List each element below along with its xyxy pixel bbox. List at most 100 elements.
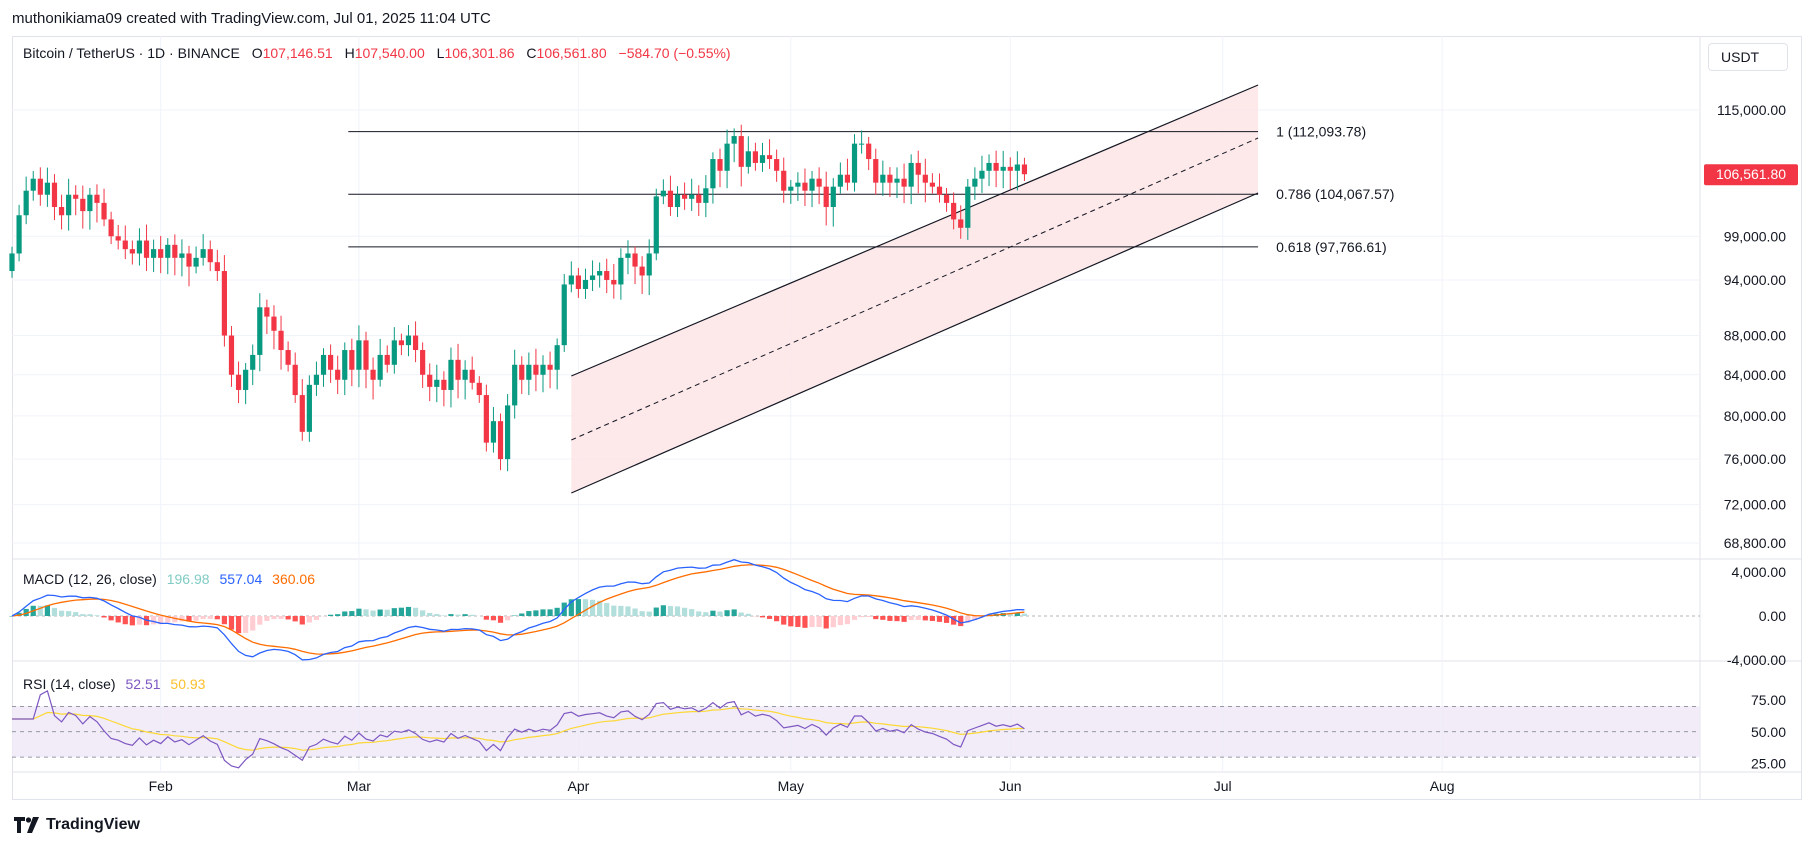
macd-histogram-bar bbox=[1014, 612, 1020, 616]
macd-histogram-bar bbox=[774, 616, 780, 622]
candle-body bbox=[526, 364, 532, 380]
candle-body bbox=[1000, 166, 1006, 171]
macd-histogram-bar bbox=[292, 616, 298, 622]
macd-histogram-bar bbox=[951, 616, 957, 625]
macd-line-value: 557.04 bbox=[219, 571, 263, 587]
price-axis-label: 88,000.00 bbox=[1724, 328, 1786, 344]
low-value: 106,301.86 bbox=[444, 45, 515, 61]
footer-brand[interactable]: TradingView bbox=[46, 816, 140, 833]
macd-histogram-bar bbox=[455, 614, 461, 616]
candle-body bbox=[1021, 164, 1028, 175]
macd-histogram-bar bbox=[441, 615, 447, 616]
candle-body bbox=[441, 379, 447, 390]
candle-body bbox=[993, 162, 999, 171]
macd-histogram-bar bbox=[866, 616, 872, 617]
macd-histogram-bar bbox=[434, 614, 440, 616]
macd-histogram-bar bbox=[943, 616, 950, 623]
candle-body bbox=[214, 262, 220, 272]
candle-body bbox=[349, 350, 355, 370]
macd-histogram-bar bbox=[87, 614, 93, 616]
price-axis-label: 99,000.00 bbox=[1724, 228, 1786, 244]
macd-histogram-bar bbox=[299, 616, 305, 625]
chart-frame bbox=[12, 36, 1802, 800]
macd-histogram-bar bbox=[490, 616, 497, 621]
rsi-axis-label: 50.00 bbox=[1751, 724, 1786, 740]
candle-body bbox=[816, 178, 822, 187]
rsi-label[interactable]: RSI (14, close) bbox=[23, 676, 116, 692]
macd-label[interactable]: MACD (12, 26, close) bbox=[23, 571, 157, 587]
x-axis-label: Aug bbox=[1430, 778, 1455, 794]
candle-body bbox=[859, 143, 865, 145]
candle-body bbox=[752, 151, 758, 163]
candle-body bbox=[462, 369, 468, 380]
macd-histogram-bar bbox=[929, 616, 935, 621]
macd-histogram-bar bbox=[646, 611, 652, 616]
channel-mid-line bbox=[571, 137, 1259, 441]
candle-body bbox=[731, 136, 737, 144]
channel-lower-line bbox=[571, 192, 1259, 494]
candle-body bbox=[554, 345, 560, 370]
price-axis-label: 80,000.00 bbox=[1724, 408, 1786, 424]
candle-body bbox=[639, 266, 645, 276]
macd-histogram-bar bbox=[221, 616, 227, 625]
candle-body bbox=[221, 271, 227, 336]
macd-histogram-bar bbox=[335, 614, 341, 616]
candle-body bbox=[774, 159, 780, 171]
macd-histogram-bar bbox=[200, 616, 206, 620]
currency-button[interactable]: USDT bbox=[1708, 43, 1788, 71]
candle-body bbox=[483, 395, 489, 443]
macd-histogram-bar bbox=[653, 607, 659, 616]
macd-histogram-bar bbox=[101, 616, 107, 618]
candle-body bbox=[9, 253, 15, 272]
macd-histogram-bar bbox=[80, 614, 86, 616]
candle-body bbox=[837, 174, 843, 187]
macd-histogram-bar bbox=[165, 616, 171, 623]
symbol-legend: Bitcoin / TetherUS · 1D · BINANCE O107,1… bbox=[23, 45, 731, 61]
x-axis-label: Apr bbox=[568, 778, 590, 794]
macd-histogram-bar bbox=[51, 607, 58, 616]
candle-body bbox=[979, 170, 985, 179]
macd-histogram-bar bbox=[1021, 613, 1028, 616]
macd-histogram-bar bbox=[873, 616, 879, 620]
candle-body bbox=[94, 194, 100, 203]
candle-body bbox=[129, 249, 135, 254]
macd-histogram-bar bbox=[448, 614, 454, 616]
candle-body bbox=[986, 162, 992, 171]
open-label: O bbox=[251, 45, 263, 61]
candle-body bbox=[908, 162, 914, 187]
candle-body bbox=[844, 174, 851, 183]
macd-histogram-bar bbox=[611, 605, 617, 616]
candle-body bbox=[674, 194, 681, 207]
candle-body bbox=[151, 249, 157, 258]
candle-body bbox=[951, 202, 957, 220]
macd-histogram-bar bbox=[816, 616, 822, 628]
candle-body bbox=[689, 194, 695, 199]
macd-histogram-bar bbox=[915, 616, 921, 620]
candle-body bbox=[16, 215, 22, 254]
macd-line bbox=[11, 559, 1025, 661]
candle-body bbox=[391, 340, 397, 365]
candle-body bbox=[66, 194, 72, 216]
candle-body bbox=[30, 178, 36, 191]
candle-body bbox=[915, 162, 921, 175]
macd-histogram-bar bbox=[696, 611, 702, 616]
candle-body bbox=[972, 178, 978, 187]
macd-histogram-bar bbox=[837, 616, 843, 626]
symbol-title[interactable]: Bitcoin / TetherUS · 1D · BINANCE bbox=[23, 45, 240, 61]
candle-body bbox=[455, 359, 461, 380]
macd-histogram-bar bbox=[73, 612, 79, 616]
macd-histogram-bar bbox=[880, 616, 886, 620]
candle-body bbox=[87, 194, 93, 212]
rsi-axis-label: 25.00 bbox=[1751, 756, 1786, 772]
candle-body bbox=[604, 271, 610, 280]
macd-histogram-bar bbox=[257, 616, 263, 625]
candle-body bbox=[179, 253, 185, 258]
candle-body bbox=[58, 206, 65, 216]
candle-body bbox=[667, 190, 674, 207]
macd-histogram-bar bbox=[731, 609, 737, 616]
tradingview-logo-icon[interactable] bbox=[14, 817, 40, 833]
candle-body bbox=[922, 174, 928, 183]
macd-legend: MACD (12, 26, close) 196.98 557.04 360.0… bbox=[23, 571, 315, 587]
candle-body bbox=[292, 364, 298, 396]
